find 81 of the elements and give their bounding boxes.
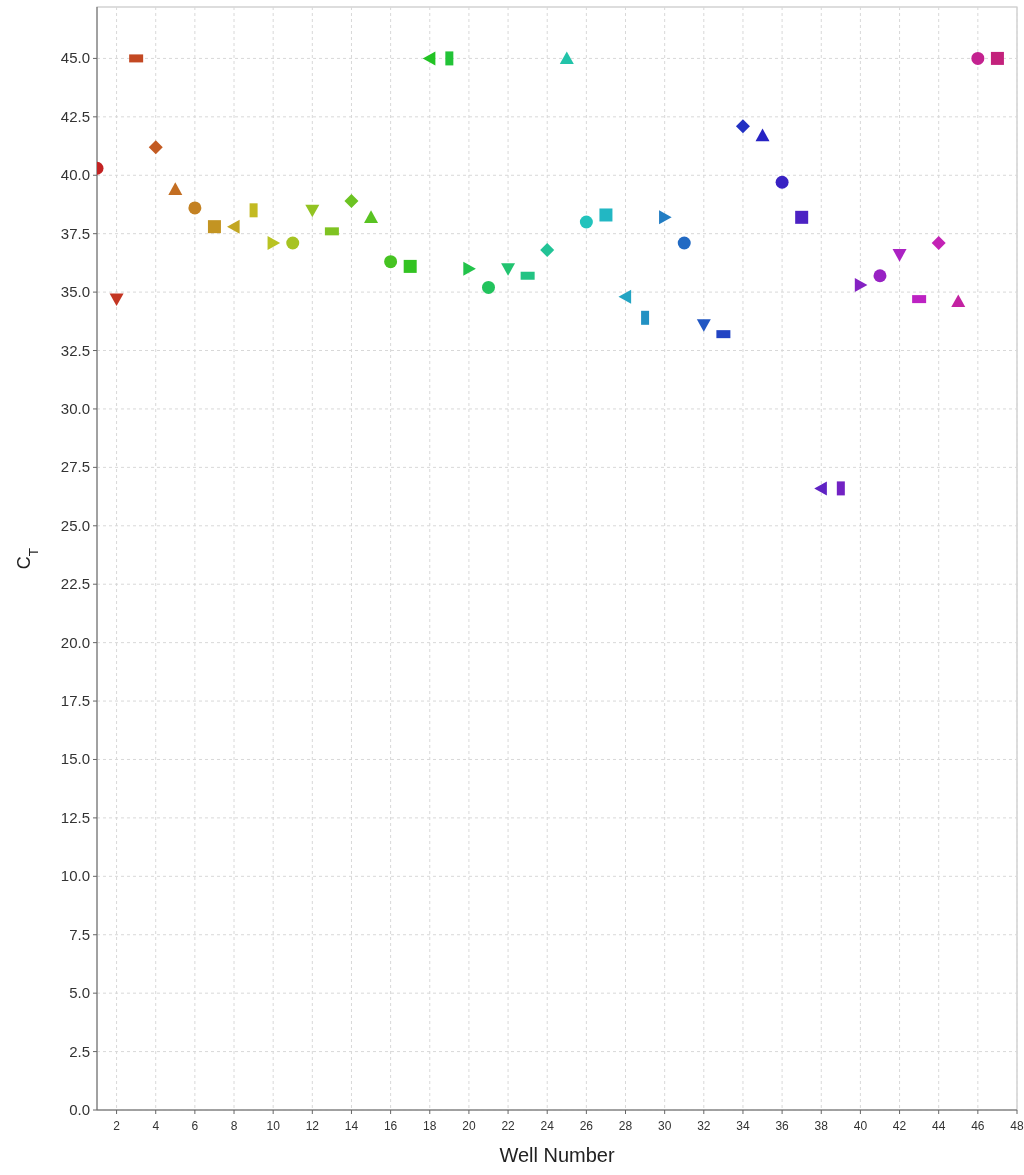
- x-tick-label: 8: [230, 1119, 238, 1133]
- x-tick-label: 14: [344, 1119, 359, 1133]
- point: [267, 236, 281, 251]
- x-tick-label: 2: [113, 1119, 121, 1133]
- point: [599, 208, 613, 222]
- point: [403, 259, 417, 273]
- x-tick-label: 40: [853, 1119, 868, 1133]
- point: [951, 294, 966, 308]
- point: [481, 280, 495, 294]
- point: [696, 319, 711, 332]
- x-tick-label: 34: [736, 1119, 750, 1133]
- x-tick-label: 48: [1010, 1119, 1024, 1133]
- x-tick-label: 10: [266, 1119, 281, 1133]
- point: [305, 204, 320, 218]
- x-tick-label: 24: [540, 1119, 555, 1133]
- point: [463, 261, 476, 276]
- x-tick-label: 44: [932, 1119, 946, 1133]
- x-tick-label: 12: [305, 1119, 320, 1133]
- point: [618, 289, 632, 304]
- y-tick-label: 0.0: [69, 1101, 90, 1118]
- y-tick-label: 15.0: [60, 750, 90, 768]
- x-tick-label: 32: [697, 1119, 711, 1133]
- x-tick-label: 6: [191, 1119, 199, 1133]
- point: [795, 210, 809, 224]
- y-tick-label: 27.5: [60, 458, 90, 476]
- point: [207, 220, 221, 234]
- x-tick-label: 36: [775, 1119, 790, 1133]
- x-tick-label: 30: [657, 1119, 672, 1133]
- y-tick-label: 42.5: [60, 107, 90, 125]
- point: [755, 128, 770, 142]
- point: [148, 140, 163, 155]
- point: [364, 210, 379, 223]
- point: [344, 193, 359, 208]
- x-tick-label: 22: [501, 1119, 516, 1133]
- point: [188, 201, 202, 215]
- y-tick-label: 30.0: [60, 399, 90, 417]
- point: [873, 269, 887, 283]
- point: [931, 236, 946, 251]
- x-tick-label: 26: [579, 1119, 594, 1133]
- point: [775, 175, 789, 189]
- x-axis-title: Well Number: [499, 1144, 615, 1166]
- point: [854, 278, 868, 293]
- y-tick-label: 2.5: [69, 1042, 90, 1060]
- point: [168, 182, 183, 195]
- point: [677, 236, 691, 250]
- point: [579, 215, 593, 229]
- point: [501, 263, 516, 276]
- y-tick-label: 37.5: [60, 224, 90, 242]
- x-tick-label: 28: [618, 1119, 633, 1133]
- point: [559, 51, 574, 65]
- x-tick-label: 4: [152, 1119, 160, 1133]
- x-tick-label: 16: [383, 1119, 398, 1133]
- point: [659, 210, 672, 225]
- y-tick-label: 40.0: [60, 166, 90, 184]
- point: [384, 255, 398, 269]
- x-tick-label: 38: [814, 1119, 829, 1133]
- point: [814, 481, 827, 496]
- x-tick-label: 20: [462, 1119, 476, 1133]
- y-tick-label: 7.5: [69, 925, 90, 943]
- y-tick-label: 20.0: [60, 633, 90, 651]
- point: [540, 243, 555, 258]
- point: [227, 219, 240, 234]
- y-tick-label: 35.0: [60, 283, 90, 301]
- point: [990, 51, 1004, 65]
- x-tick-label: 18: [423, 1119, 437, 1133]
- y-tick-label: 22.5: [60, 575, 90, 593]
- y-tick-label: 25.0: [60, 516, 90, 534]
- y-tick-label: 45.0: [60, 49, 90, 67]
- point: [971, 51, 985, 65]
- point: [286, 236, 300, 250]
- y-tick-label: 32.5: [60, 341, 90, 359]
- y-tick-label: 12.5: [60, 808, 90, 826]
- y-tick-label: 17.5: [60, 692, 90, 710]
- y-tick-label: 5.0: [69, 984, 90, 1002]
- point: [892, 249, 907, 262]
- x-tick-label: 46: [971, 1119, 985, 1133]
- x-tick-label: 42: [892, 1119, 907, 1133]
- point: [735, 119, 750, 134]
- point: [422, 51, 436, 66]
- y-tick-label: 10.0: [60, 867, 90, 885]
- point: [109, 293, 124, 307]
